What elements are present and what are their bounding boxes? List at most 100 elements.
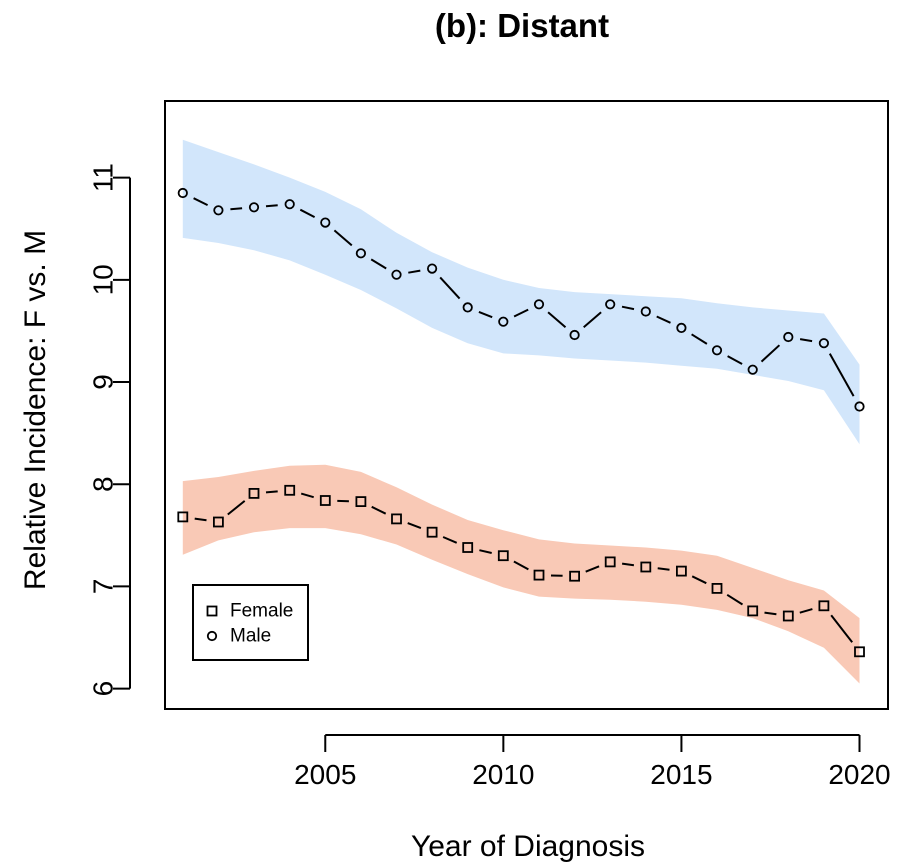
female-point — [747, 605, 759, 617]
male-line-segment — [691, 333, 708, 345]
y-axis-label: Relative Incidence: F vs. M — [19, 230, 52, 590]
female-line-segment — [407, 522, 422, 529]
male-point — [320, 217, 331, 228]
x-tick-label: 2010 — [472, 759, 534, 790]
male-line-segment — [265, 204, 278, 208]
male-point — [605, 299, 616, 310]
legend-box — [192, 584, 309, 661]
plot-frame — [164, 100, 889, 710]
male-point — [783, 331, 794, 343]
male-point — [854, 401, 865, 412]
legend: Female Male — [192, 584, 309, 661]
male-point — [248, 202, 260, 213]
male-line-segment — [193, 197, 209, 206]
male-point — [498, 316, 509, 327]
legend-male-label: Male — [230, 626, 271, 647]
female-point — [818, 600, 830, 612]
male-line-segment — [478, 310, 493, 319]
female-point — [604, 556, 616, 568]
male-line-segment — [656, 315, 671, 324]
female-line-segment — [764, 611, 777, 616]
female-confidence-band — [182, 464, 860, 684]
female-point — [711, 583, 723, 594]
male-line-segment — [230, 207, 243, 211]
female-line-segment — [513, 560, 529, 571]
female-point — [462, 542, 474, 553]
male-line-segment — [299, 208, 316, 218]
male-point — [640, 306, 651, 317]
male-point — [391, 269, 402, 280]
male-point — [533, 299, 545, 310]
male-line-segment — [799, 338, 813, 343]
female-line-segment — [194, 517, 207, 522]
y-tick-label: 8 — [88, 476, 119, 492]
female-line-segment — [726, 593, 744, 606]
male-point — [355, 248, 366, 259]
male-line-segment — [370, 258, 387, 270]
female-point — [391, 513, 402, 525]
female-point — [355, 496, 367, 508]
female-line-segment — [442, 536, 458, 544]
female-point — [248, 487, 260, 499]
male-point — [284, 199, 295, 210]
series-lines — [193, 197, 855, 643]
male-point — [213, 205, 224, 216]
female-line-segment — [227, 500, 246, 516]
male-line-segment — [513, 308, 529, 318]
female-point — [212, 516, 224, 528]
male-point — [676, 322, 687, 333]
male-line-segment — [439, 276, 461, 300]
y-tick-label: 7 — [88, 579, 119, 595]
x-axis: 2005 2010 2015 2020 — [294, 734, 891, 790]
x-tick-label: 2005 — [294, 759, 356, 790]
x-tick-label: 2015 — [650, 759, 712, 790]
legend-female-label: Female — [230, 601, 293, 622]
y-tick-label: 9 — [88, 374, 119, 390]
male-line-segment — [828, 353, 855, 397]
male-line-segment — [408, 269, 421, 274]
male-line-segment — [727, 355, 743, 365]
male-point — [747, 364, 758, 375]
female-point — [676, 565, 687, 577]
female-point — [569, 570, 580, 582]
female-point — [426, 526, 438, 538]
male-line-segment — [583, 311, 602, 328]
female-point — [319, 495, 331, 506]
female-line-segment — [830, 614, 853, 643]
series-points — [177, 187, 865, 658]
male-point — [177, 187, 188, 199]
male-point — [426, 263, 438, 274]
x-axis-label: Year of Diagnosis — [411, 830, 645, 863]
legend-female-marker — [206, 605, 218, 617]
male-point — [711, 345, 723, 356]
female-line-segment — [479, 549, 492, 554]
female-point — [284, 484, 296, 496]
female-point — [640, 561, 652, 573]
male-point — [462, 302, 473, 313]
y-tick-label: 10 — [88, 264, 119, 295]
female-point — [533, 569, 545, 581]
y-tick-label: 6 — [88, 681, 119, 697]
y-tick-label: 11 — [88, 163, 119, 192]
female-point — [497, 550, 509, 562]
female-point — [854, 646, 865, 658]
female-line-segment — [621, 562, 635, 567]
x-tick-label: 2020 — [828, 759, 890, 790]
female-line-segment — [691, 575, 707, 585]
male-point — [569, 329, 580, 341]
female-line-segment — [585, 565, 600, 573]
y-axis: 6 7 8 9 10 11 — [88, 163, 131, 696]
female-line-segment — [657, 567, 670, 571]
female-line-segment — [265, 490, 278, 494]
female-point — [782, 610, 794, 622]
female-line-segment — [371, 505, 387, 515]
female-point — [177, 511, 189, 523]
female-line-segment — [300, 492, 314, 499]
female-line-segment — [799, 608, 813, 614]
male-point — [818, 338, 830, 349]
male-confidence-band — [182, 139, 860, 445]
male-line-segment — [621, 305, 635, 311]
male-line-segment — [333, 229, 353, 247]
legend-male-marker — [206, 630, 218, 642]
